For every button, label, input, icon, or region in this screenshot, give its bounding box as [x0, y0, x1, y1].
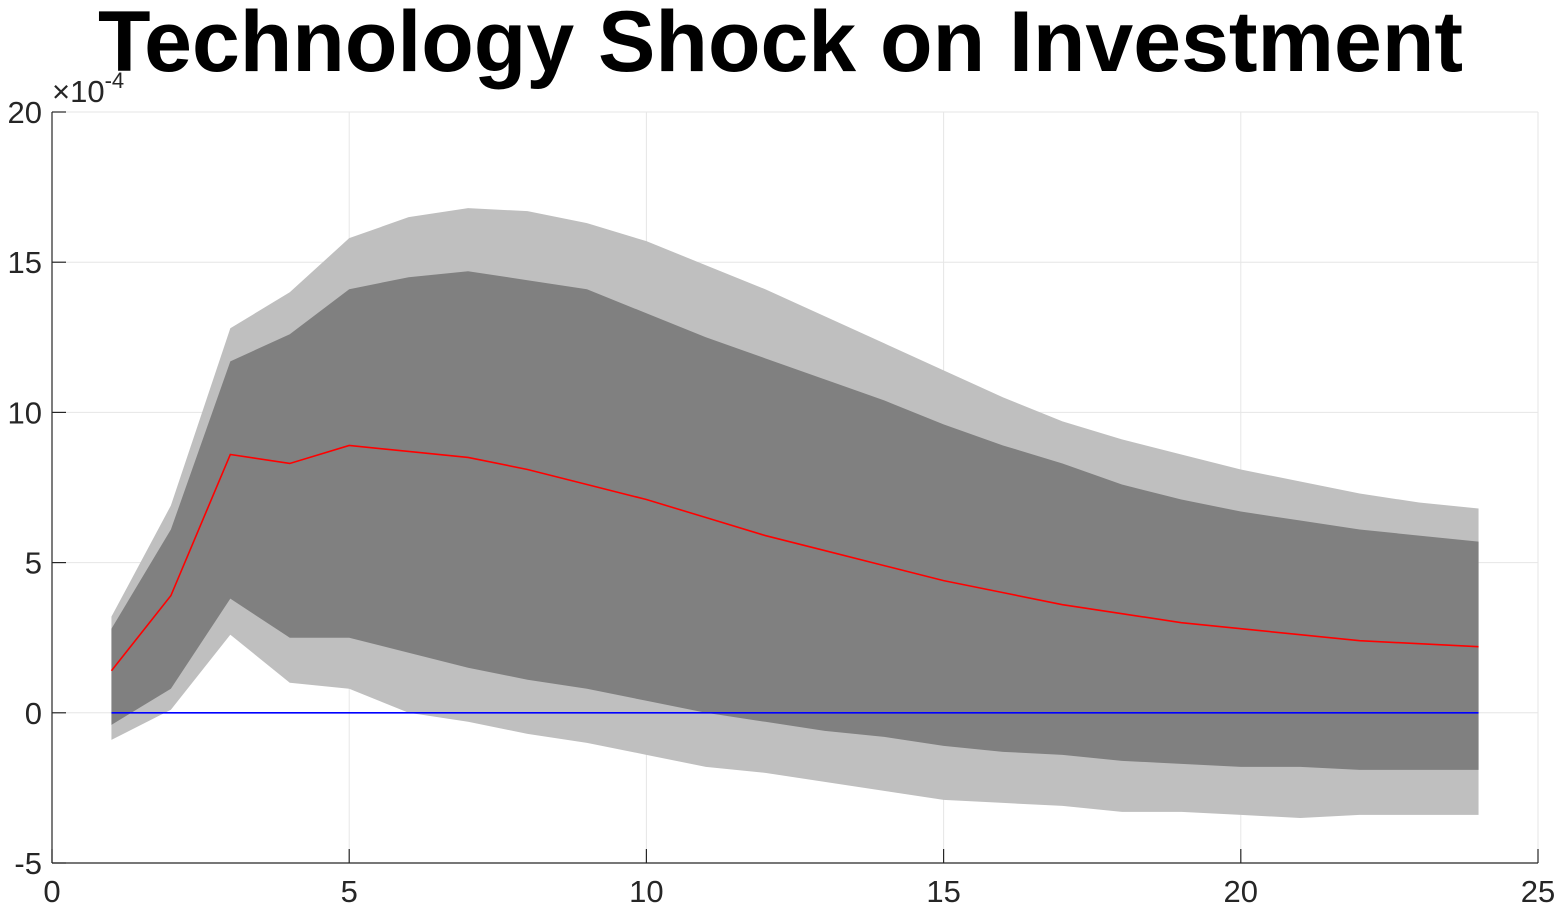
y-tick-label: 15 — [8, 245, 42, 280]
x-tick-label: 15 — [926, 874, 960, 909]
chart-title: Technology Shock on Investment — [97, 0, 1464, 90]
x-tick-label: 5 — [341, 874, 358, 909]
multiplier-base: 10 — [70, 74, 104, 109]
x-tick-label: 10 — [629, 874, 663, 909]
x-tick-label: 25 — [1521, 874, 1555, 909]
median-response-line — [110, 444, 1479, 672]
y-tick-label: 20 — [8, 95, 42, 130]
inner-confidence-band — [111, 271, 1479, 770]
y-axis-multiplier: ×10-4 — [52, 68, 124, 109]
y-tick-label: -5 — [14, 846, 42, 881]
axes — [51, 111, 1539, 864]
series-lines — [110, 444, 1479, 714]
multiplier-times-sign: × — [52, 74, 70, 109]
multiplier-exponent: -4 — [105, 68, 125, 93]
x-tick-label: 0 — [43, 874, 60, 909]
confidence-bands — [111, 208, 1479, 818]
x-tick-label: 20 — [1224, 874, 1258, 909]
y-tick-label: 5 — [25, 546, 42, 581]
y-tick-label: 10 — [8, 395, 42, 430]
y-tick-label: 0 — [25, 696, 42, 731]
